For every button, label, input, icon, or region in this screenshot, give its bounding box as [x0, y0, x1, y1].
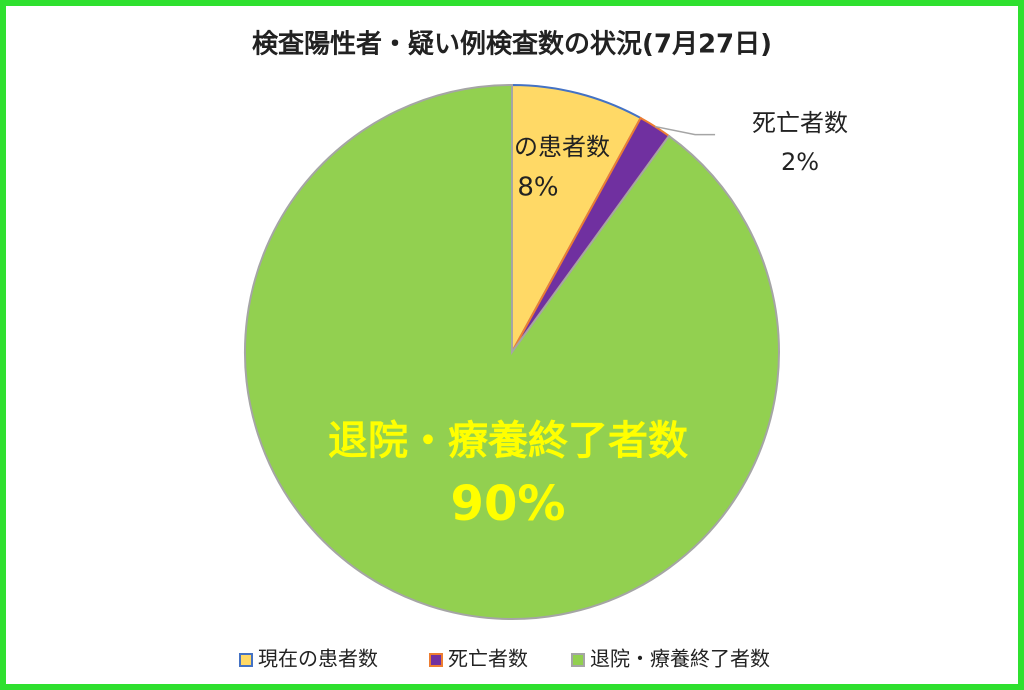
legend-swatch [571, 653, 585, 667]
slice-value-label: 8% [517, 173, 558, 203]
slice-value-label: 2% [781, 148, 819, 176]
legend-swatch [429, 653, 443, 667]
slice-label: 退院・療養終了者数 [328, 418, 688, 464]
slice-value-label: 90% [451, 476, 566, 532]
pie-slice [244, 83, 780, 620]
leader-line [654, 125, 716, 136]
legend-label: 現在の患者数 [258, 647, 378, 671]
pie-slice [511, 83, 642, 353]
chart-title: 検査陽性者・疑い例検査数の状況(7月27日) [252, 30, 772, 60]
legend-label: 死亡者数 [448, 647, 528, 671]
slice-label: 死亡者数 [752, 109, 848, 137]
legend-label: 退院・療養終了者数 [590, 647, 770, 671]
legend-swatch [239, 653, 253, 667]
